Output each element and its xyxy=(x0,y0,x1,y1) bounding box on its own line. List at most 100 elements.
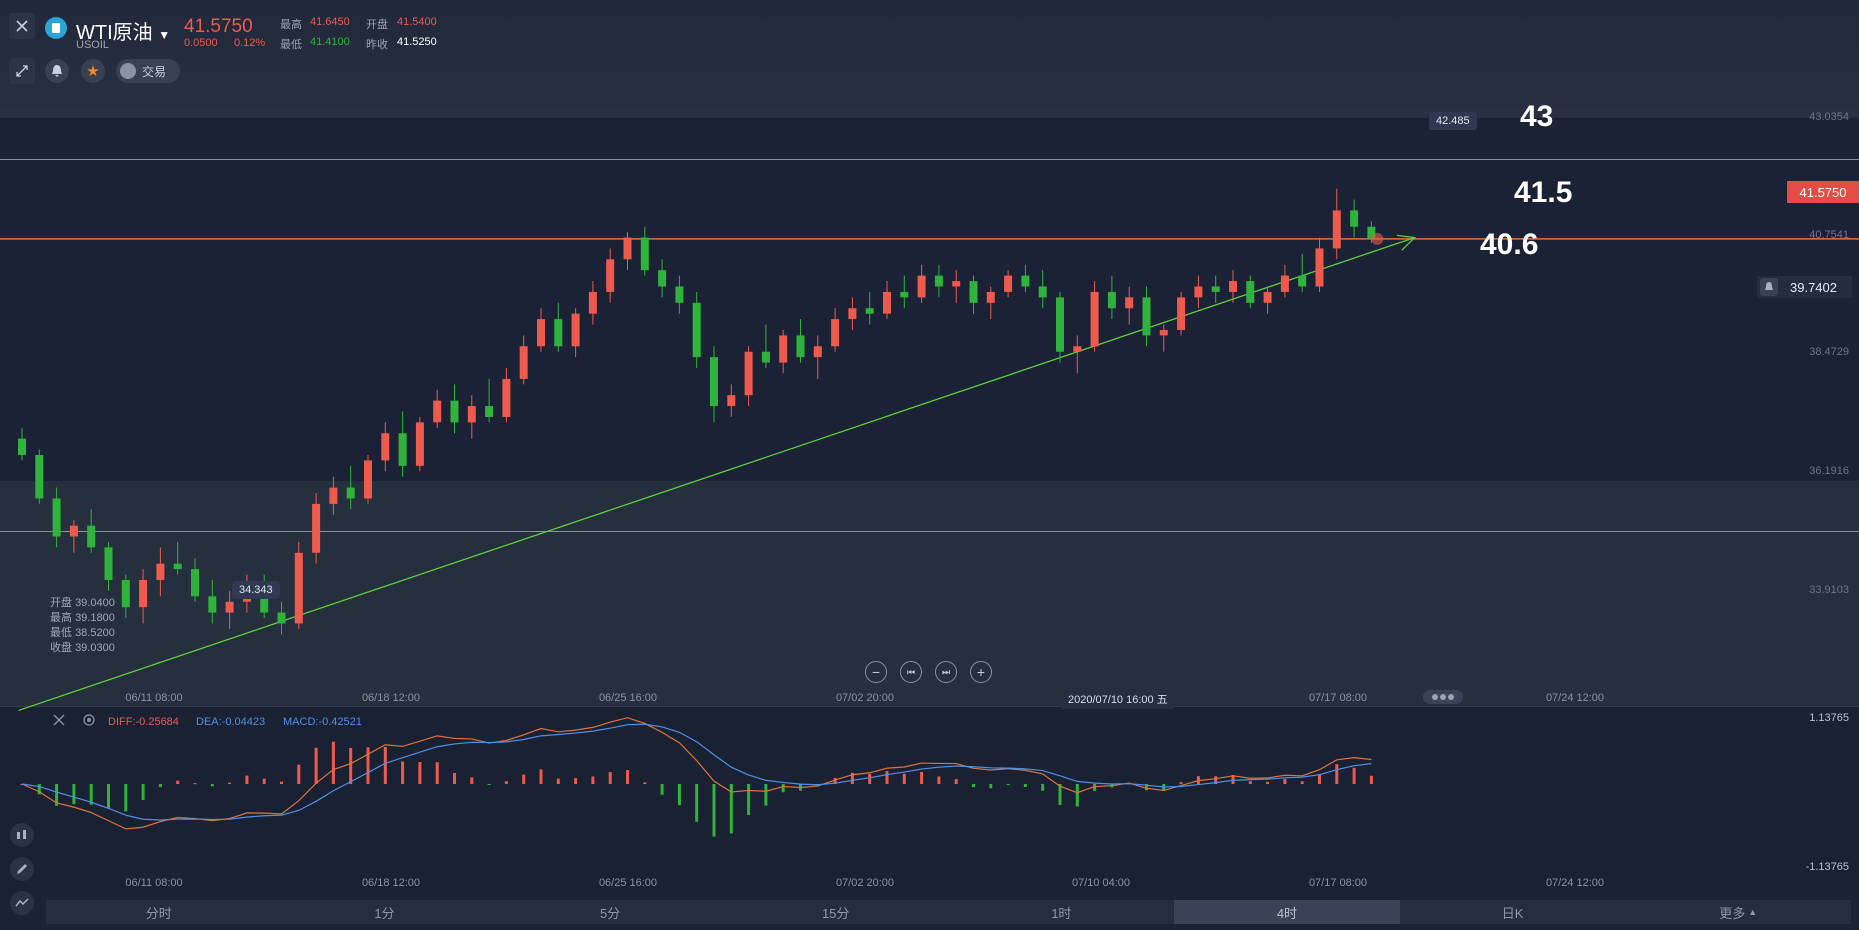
macd-histogram-bar xyxy=(574,778,578,784)
indicator-toggle-button[interactable] xyxy=(10,823,34,847)
candle-body xyxy=(1090,291,1099,347)
macd-time-label: 07/24 12:00 xyxy=(1545,877,1605,889)
tab-daily[interactable]: 日K xyxy=(1501,905,1524,921)
alert-button[interactable] xyxy=(45,59,69,83)
indicator-close-button[interactable] xyxy=(52,713,66,732)
scroll-end-button[interactable]: ⏭ xyxy=(935,661,957,683)
alert-price: 39.7402 xyxy=(1790,279,1837,295)
trade-label: 交易 xyxy=(142,64,167,79)
candle-body xyxy=(69,525,78,537)
chevron-down-icon[interactable]: ▼ xyxy=(158,28,171,42)
last-price-dot xyxy=(1371,232,1384,245)
candle-body xyxy=(415,422,424,466)
candle-body xyxy=(848,308,857,320)
price-axis-label: 33.9103 xyxy=(1809,584,1849,596)
bell-icon xyxy=(52,65,62,77)
tab-1min[interactable]: 1分 xyxy=(374,905,395,921)
macd-histogram-bar xyxy=(608,772,612,784)
symbol-name[interactable]: WTI原油 ▼ xyxy=(76,22,171,44)
candle-body xyxy=(554,319,563,347)
scroll-start-button[interactable]: ⏮ xyxy=(900,661,922,683)
macd-histogram-bar xyxy=(331,741,335,784)
macd-histogram-bar xyxy=(1369,775,1373,784)
tab-5min[interactable]: 5分 xyxy=(599,905,621,921)
candle-body xyxy=(1315,248,1324,287)
tab-timeshare[interactable]: 分时 xyxy=(145,905,172,921)
candle-body xyxy=(225,601,234,613)
low-label: 最低 xyxy=(280,39,302,51)
line-chart-icon xyxy=(15,898,29,907)
price-chart[interactable] xyxy=(0,0,1859,900)
annotation-43[interactable]: 43 xyxy=(1520,100,1554,133)
candle-body xyxy=(658,270,667,287)
candle-body xyxy=(1004,275,1013,292)
skip-forward-icon: ⏭ xyxy=(941,666,951,677)
macd-histogram-bar xyxy=(1300,781,1304,784)
candle-body xyxy=(1177,297,1186,330)
tab-4hour[interactable]: 4时 xyxy=(1174,900,1400,924)
macd-histogram-bar xyxy=(297,764,301,784)
last-price: 41.5750 xyxy=(184,16,253,37)
candle-body xyxy=(796,335,805,358)
zoom-out-button[interactable]: − xyxy=(865,661,887,683)
macd-histogram-bar xyxy=(1023,784,1027,788)
favorite-button[interactable]: ★ xyxy=(81,59,105,83)
macd-histogram-bar xyxy=(262,778,266,784)
panel-divider xyxy=(0,706,1859,707)
close-icon xyxy=(16,20,28,32)
macd-value-label: MACD:-0.42521 xyxy=(283,716,362,728)
time-axis-label: 07/02 20:00 xyxy=(835,692,895,704)
macd-histogram-bar xyxy=(487,784,491,786)
price-axis-label: 43.0354 xyxy=(1809,111,1849,123)
candle-body xyxy=(917,275,926,298)
candle-body xyxy=(1246,281,1255,303)
price-axis-label: 38.4729 xyxy=(1809,346,1849,358)
zoom-in-button[interactable]: + xyxy=(970,661,992,683)
macd-histogram-bar xyxy=(470,777,474,784)
macd-time-label: 07/02 20:00 xyxy=(835,877,895,889)
candle-body xyxy=(934,275,943,287)
macd-diff-label: DIFF:-0.25684 xyxy=(108,716,179,728)
candle-body xyxy=(623,237,632,260)
macd-histogram-bar xyxy=(1179,782,1183,784)
trade-icon xyxy=(120,63,136,79)
plus-icon: + xyxy=(976,664,986,680)
macd-histogram-bar xyxy=(89,784,93,805)
candle-body xyxy=(1211,286,1220,292)
price-alert[interactable]: 39.7402 xyxy=(1757,276,1852,298)
tab-1hour[interactable]: 1时 xyxy=(1051,905,1072,921)
candle-body xyxy=(208,596,217,613)
candle-body xyxy=(537,319,545,347)
close-button[interactable] xyxy=(9,13,35,39)
macd-histogram-bar xyxy=(453,772,456,784)
tab-more[interactable]: 更多 ▲ xyxy=(1719,905,1758,921)
candle-body xyxy=(1332,210,1341,249)
trade-button[interactable]: 交易 xyxy=(116,59,180,83)
candle-body xyxy=(173,563,182,570)
annotation-40-6[interactable]: 40.6 xyxy=(1480,228,1539,261)
macd-histogram-bar xyxy=(210,784,214,787)
candle-body xyxy=(571,313,580,347)
scroll-indicator[interactable] xyxy=(1423,690,1463,704)
trend-line-arrow xyxy=(1396,234,1417,251)
macd-histogram-bar xyxy=(1266,781,1270,784)
candle-body xyxy=(727,395,736,407)
candle-body xyxy=(1280,275,1289,292)
pen-tool-button[interactable] xyxy=(10,857,34,881)
candle-body xyxy=(1107,291,1116,309)
candle-body xyxy=(952,281,961,287)
chart-type-button[interactable] xyxy=(10,891,34,915)
max-price-tooltip: 42.485 xyxy=(1429,112,1477,130)
draw-tool-button[interactable] xyxy=(9,58,35,84)
macd-panel-bg xyxy=(0,706,1859,896)
candle-body xyxy=(1229,281,1237,292)
macd-histogram-bar xyxy=(937,776,941,784)
macd-histogram-bar xyxy=(228,782,232,784)
indicator-settings-button[interactable] xyxy=(82,713,96,732)
macd-histogram-bar xyxy=(1041,784,1045,791)
macd-histogram-bar xyxy=(1318,774,1321,784)
candle-body xyxy=(606,259,615,292)
tab-15min[interactable]: 15分 xyxy=(821,905,850,921)
macd-histogram-bar xyxy=(712,784,716,837)
annotation-41-5[interactable]: 41.5 xyxy=(1514,176,1573,209)
